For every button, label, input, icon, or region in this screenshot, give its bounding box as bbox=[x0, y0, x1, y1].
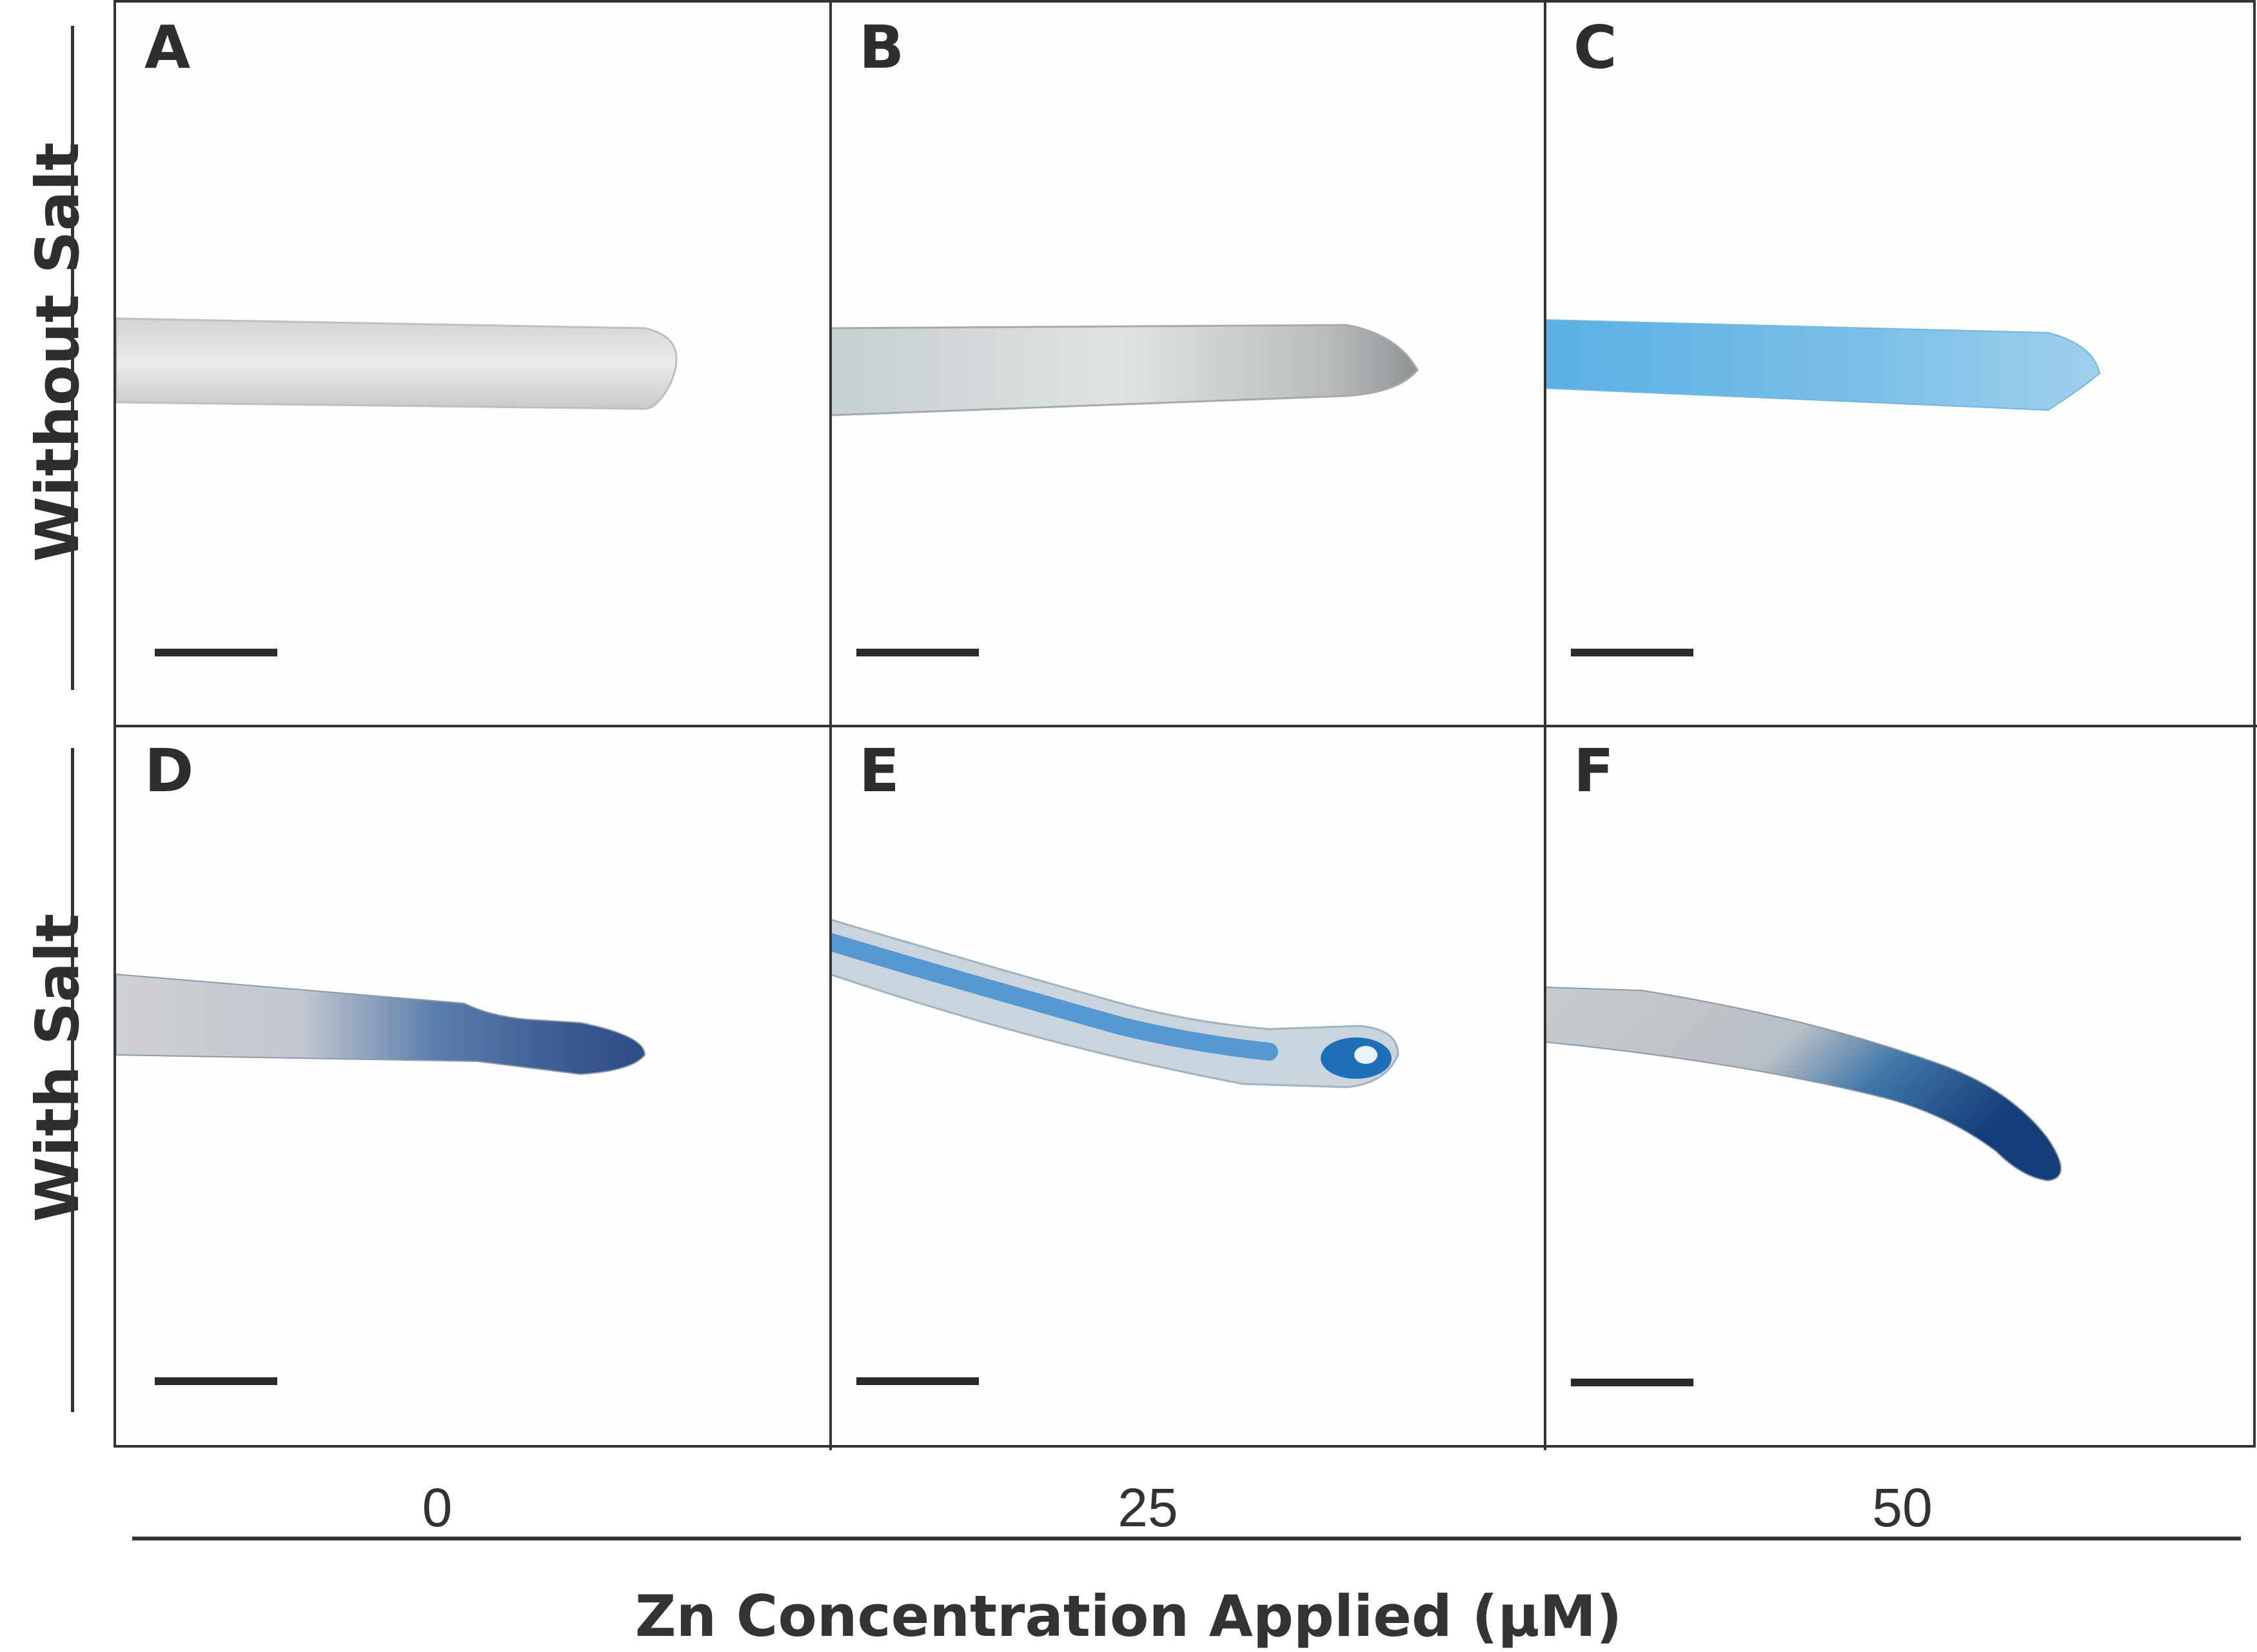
root-image-b bbox=[831, 324, 1419, 656]
panel-b: B bbox=[831, 3, 1545, 726]
scale-bar bbox=[155, 649, 277, 656]
panel-e: E bbox=[831, 726, 1545, 1450]
scale-bar bbox=[155, 1377, 277, 1385]
panel-label-d: D bbox=[144, 736, 194, 805]
row-label-with-salt: With Salt bbox=[23, 913, 92, 1223]
panel-label-a: A bbox=[144, 13, 191, 82]
root-image-d bbox=[116, 973, 646, 1385]
root-image-e bbox=[831, 918, 1399, 1385]
root-image-f bbox=[1545, 986, 2062, 1386]
col-label-25: 25 bbox=[1118, 1477, 1178, 1538]
row-bracket-top bbox=[71, 26, 74, 690]
scale-bar bbox=[856, 1377, 979, 1385]
col-label-0: 0 bbox=[422, 1477, 453, 1538]
panel-label-c: C bbox=[1573, 13, 1617, 82]
row-label-without-salt: Without Salt bbox=[23, 142, 92, 562]
row-bracket-bottom bbox=[71, 748, 74, 1412]
col-label-50: 50 bbox=[1872, 1477, 1933, 1538]
root-image-a bbox=[116, 317, 678, 656]
panel-grid: A B bbox=[113, 0, 2257, 1450]
scale-bar bbox=[1571, 1379, 1693, 1386]
scale-bar bbox=[856, 649, 979, 656]
panel-d: D bbox=[116, 726, 831, 1450]
x-axis-title: Zn Concentration Applied (µM) bbox=[635, 1583, 1622, 1649]
panel-label-f: F bbox=[1573, 736, 1614, 805]
panel-label-b: B bbox=[859, 13, 905, 82]
panel-a: A bbox=[116, 3, 831, 726]
divider-horizontal bbox=[116, 725, 2257, 727]
root-image-c bbox=[1545, 319, 2101, 656]
panel-f: F bbox=[1545, 726, 2257, 1450]
panel-label-e: E bbox=[859, 736, 900, 805]
x-axis-line bbox=[132, 1537, 2241, 1540]
panel-c: C bbox=[1545, 3, 2257, 726]
scale-bar bbox=[1571, 649, 1693, 656]
